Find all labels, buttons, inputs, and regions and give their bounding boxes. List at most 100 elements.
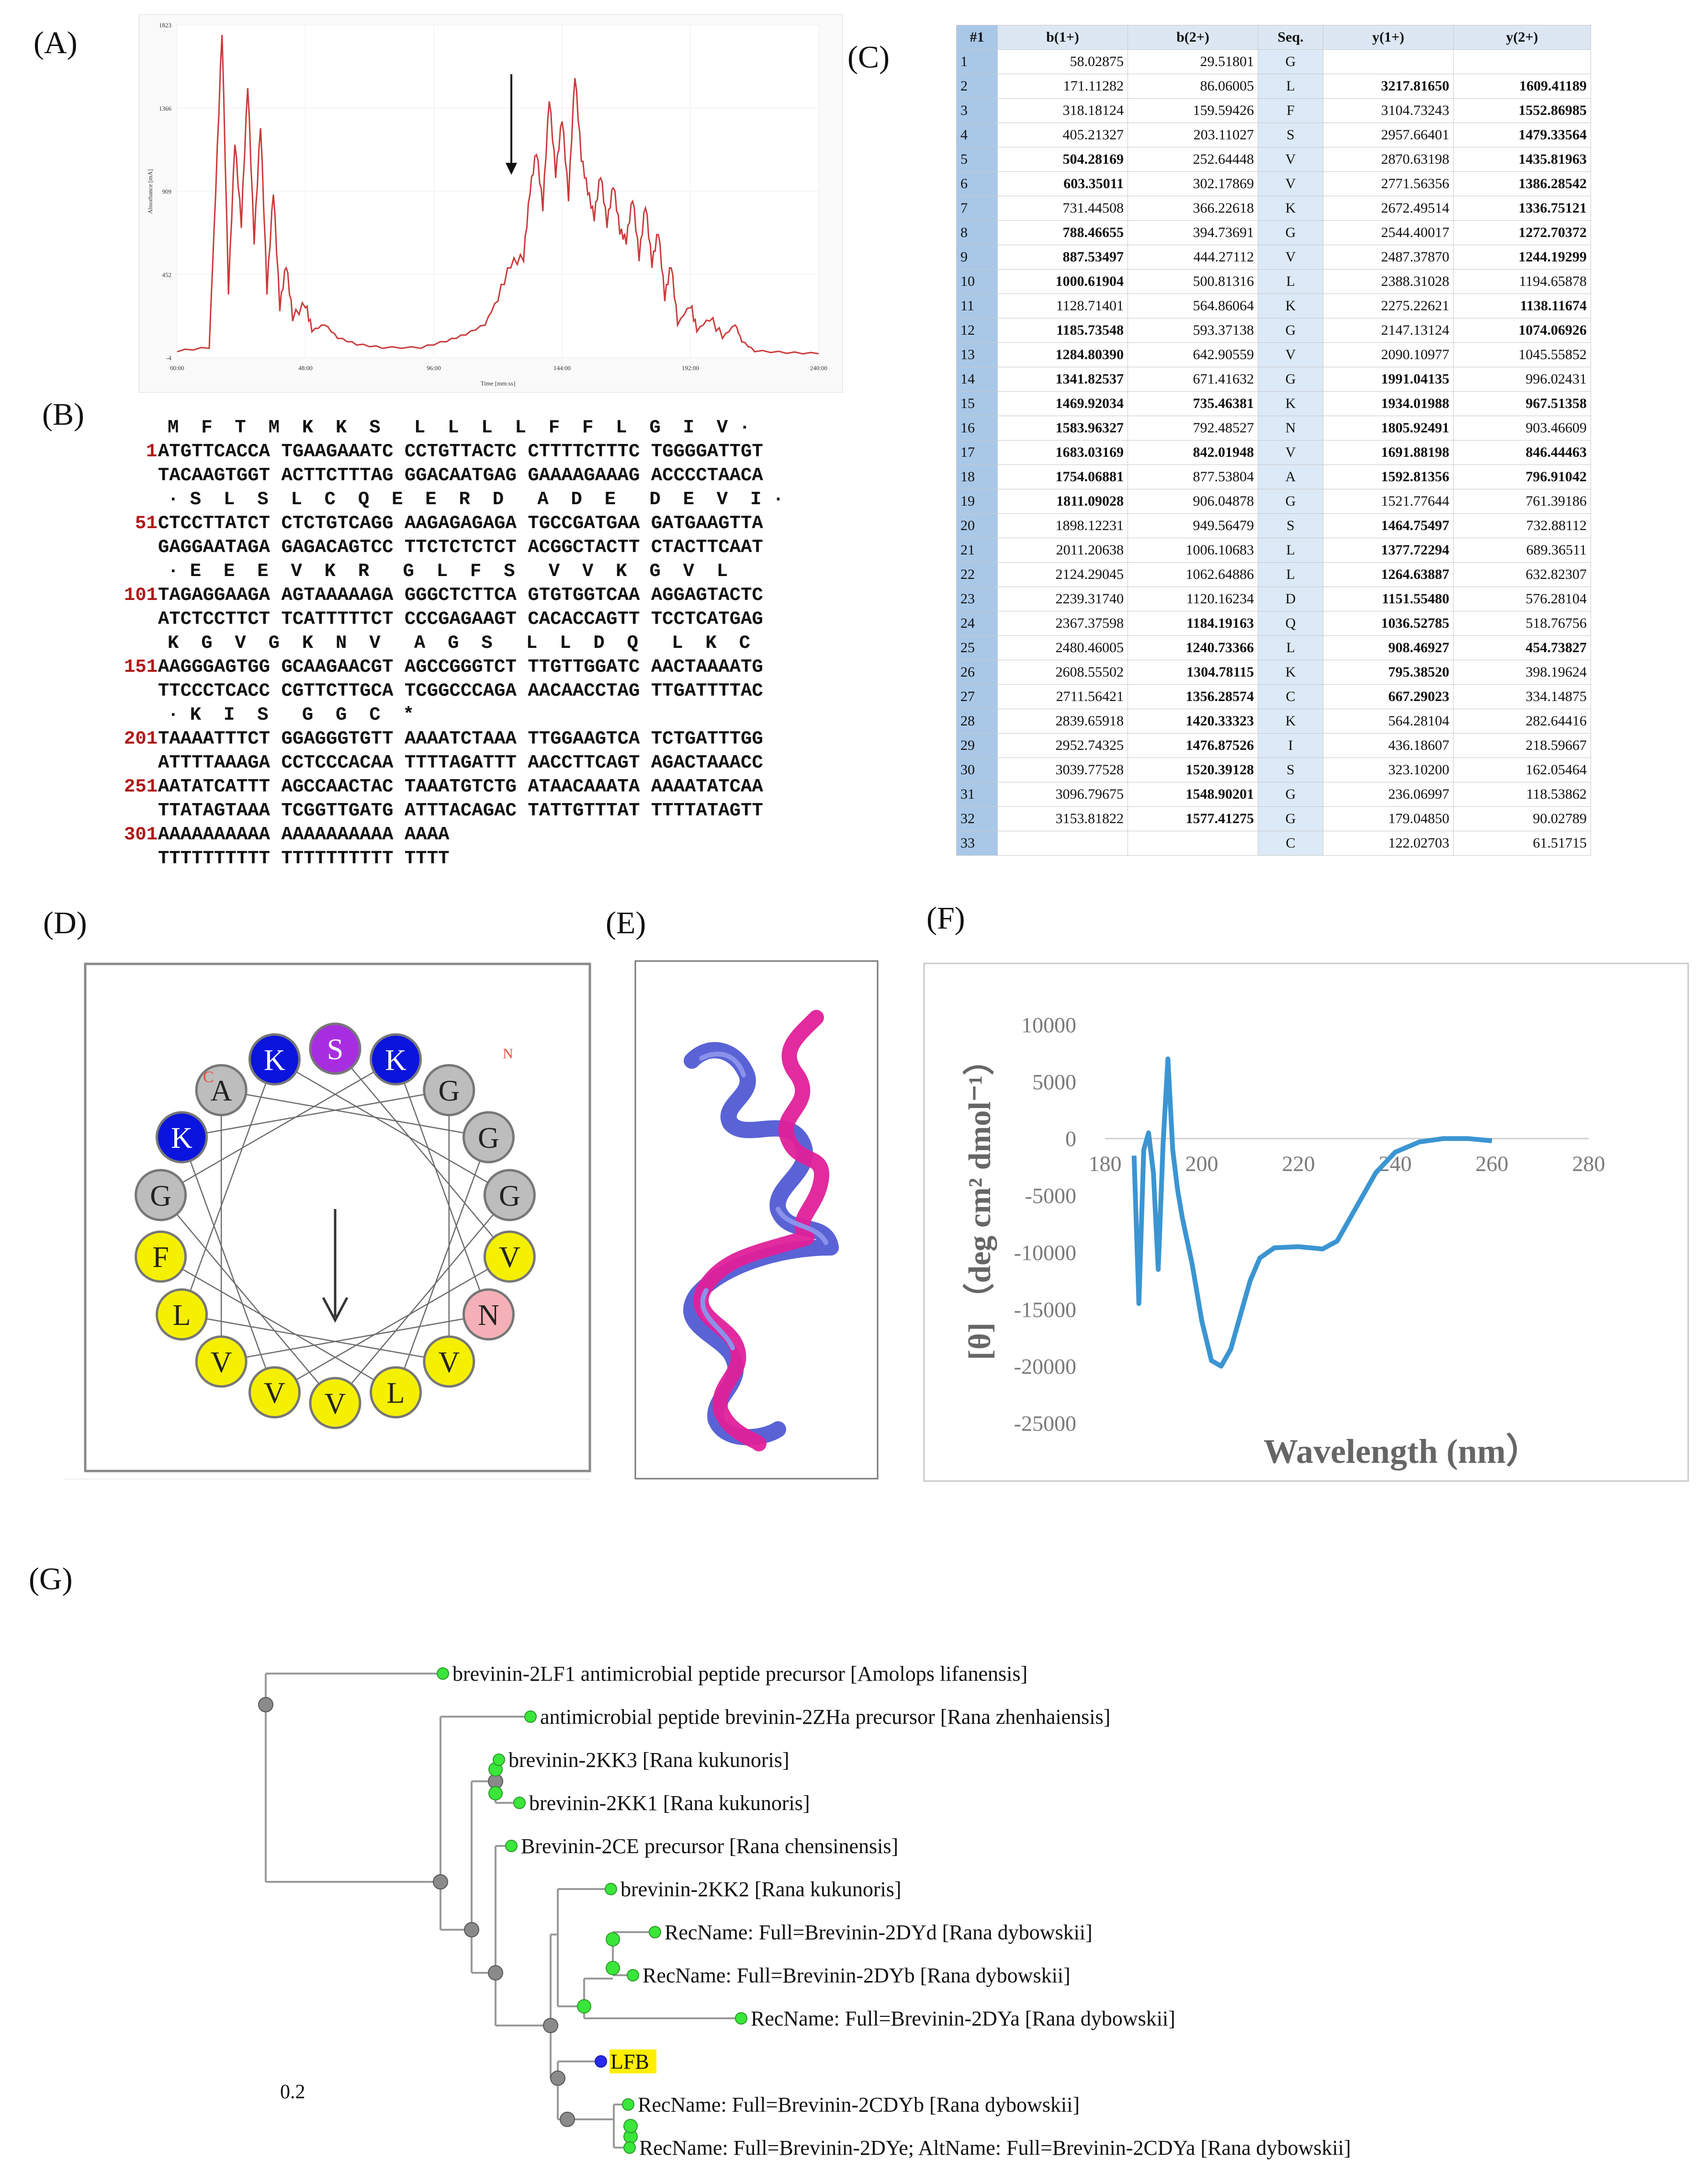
table-row: 26 2608.55502 1304.78115 K 795.38520 398.1962… bbox=[956, 660, 1591, 685]
helix-magenta bbox=[693, 1010, 830, 1451]
table-cell: 1244.19299 bbox=[1453, 245, 1591, 270]
table-cell: 632.82307 bbox=[1453, 562, 1591, 587]
table-cell: 731.44508 bbox=[997, 196, 1128, 221]
tree-leaf-label: RecName: Full=Brevinin-2DYd [Rana dybows… bbox=[665, 1921, 1093, 1944]
table-cell: 334.14875 bbox=[1453, 684, 1591, 709]
wheel-connector bbox=[274, 1059, 510, 1196]
wheel-residue-label: G bbox=[438, 1075, 460, 1108]
tree-support-node bbox=[606, 1961, 620, 1975]
table-cell: 1304.78115 bbox=[1128, 660, 1258, 685]
table-cell: L bbox=[1258, 635, 1323, 660]
wheel-residue-label: K bbox=[171, 1122, 192, 1154]
cd-spectrum-chart: 10000 5000 0 -5000 -10000 -15000 -20000 -25000 1… bbox=[923, 962, 1689, 1482]
table-cell: 967.51358 bbox=[1453, 391, 1591, 416]
query-highlight bbox=[609, 2049, 656, 2073]
dna-row: K G V G K N V A G S L L D Q L K C bbox=[158, 631, 784, 655]
tree-internal-node bbox=[488, 1965, 503, 1980]
table-cell: 1045.55852 bbox=[1453, 342, 1591, 367]
table-cell: 1583.96327 bbox=[997, 416, 1128, 441]
wheel-connector bbox=[181, 1059, 275, 1315]
nucleotide-row: TAAAATTTCT GGAGGGTGTT AAAATCTAAA TTGGAAG… bbox=[158, 728, 763, 749]
dna-row: ATTTTAAAGA CCTCCCACAA TTTTAGATTT AACCTTC… bbox=[158, 751, 784, 775]
cd-x-tick: 180 bbox=[1089, 1152, 1122, 1176]
table-cell: 15 bbox=[956, 391, 998, 416]
table-row: 16 1583.96327 792.48527 N 1805.92491 903.4660… bbox=[956, 416, 1591, 441]
table-cell: 576.28104 bbox=[1453, 587, 1591, 611]
table-cell: L bbox=[1258, 74, 1323, 99]
table-cell: 10 bbox=[956, 269, 998, 294]
panel-label-c: (C) bbox=[847, 40, 890, 75]
panel-label-a: (A) bbox=[34, 25, 78, 60]
table-cell: 302.17869 bbox=[1128, 171, 1258, 196]
hplc-y-tick: 1366 bbox=[159, 105, 172, 112]
hplc-x-tick: 96:00 bbox=[427, 364, 441, 372]
hplc-y-ticks: 1823 1366 909 452 -4 bbox=[159, 22, 172, 362]
wheel-residue-label: V bbox=[325, 1388, 346, 1420]
table-cell: 1991.04135 bbox=[1323, 367, 1454, 392]
cd-y-tick: 10000 bbox=[1021, 1013, 1076, 1037]
table-cell: 908.46927 bbox=[1323, 635, 1454, 660]
table-cell: 1377.72294 bbox=[1323, 538, 1454, 563]
table-cell: 1062.64886 bbox=[1128, 562, 1258, 587]
table-header-cell: y(2+) bbox=[1453, 25, 1591, 50]
table-cell: 667.29023 bbox=[1323, 684, 1454, 709]
hplc-y-tick: -4 bbox=[166, 354, 171, 362]
cd-y-tick: -25000 bbox=[1014, 1411, 1076, 1436]
table-cell: 2 bbox=[956, 74, 998, 99]
table-cell: 18 bbox=[956, 464, 998, 489]
tree-internal-node bbox=[543, 2018, 558, 2033]
tree-leaf-label: brevinin-2KK1 [Rana kukunoris] bbox=[529, 1791, 810, 1815]
table-cell: 118.53862 bbox=[1453, 782, 1591, 807]
table-cell: 19 bbox=[956, 489, 998, 514]
wheel-residue-label: K bbox=[264, 1044, 285, 1076]
table-cell: 5 bbox=[956, 147, 998, 172]
table-cell: 1000.61904 bbox=[997, 269, 1128, 294]
tree-leaf-node bbox=[505, 1840, 518, 1852]
table-header-cell: Seq. bbox=[1258, 25, 1323, 50]
table-cell: 1464.75497 bbox=[1323, 513, 1454, 538]
dna-row: · E E E V K R G L F S V V K G V L bbox=[158, 559, 784, 583]
table-row: 3 318.18124 159.59426 F 3104.73243 1552.86985 bbox=[956, 98, 1591, 123]
wheel-residue-circle bbox=[156, 1111, 208, 1164]
tree-leaf-node bbox=[623, 2141, 636, 2154]
table-row: 2 171.11282 86.06005 L 3217.81650 1609.41189 bbox=[956, 74, 1591, 99]
table-header-cell: b(1+) bbox=[997, 25, 1128, 50]
cd-x-tick: 200 bbox=[1185, 1152, 1219, 1176]
nucleotide-row: ATCTCCTTCT TCATTTTTCT CCCGAGAAGT CACACCA… bbox=[158, 609, 763, 630]
hplc-x-tick: 144:00 bbox=[553, 364, 571, 372]
table-cell: 2239.31740 bbox=[997, 587, 1128, 611]
table-cell: 761.39186 bbox=[1453, 489, 1591, 514]
table-cell: 2487.37870 bbox=[1323, 245, 1454, 270]
wheel-residue-label: G bbox=[499, 1180, 520, 1212]
table-cell: 846.44463 bbox=[1453, 440, 1591, 465]
table-cell: 735.46381 bbox=[1128, 391, 1258, 416]
table-row: 30 3039.77528 1520.39128 S 323.10200 162.0546… bbox=[956, 758, 1591, 782]
table-cell: 90.02789 bbox=[1453, 806, 1591, 831]
nucleotide-row: TTATAGTAAA TCGGTTGATG ATTTACAGAC TATTGTT… bbox=[158, 800, 763, 821]
table-row: 28 2839.65918 1420.33323 K 564.28104 282.6441… bbox=[956, 709, 1591, 734]
fragment-ion-table: #1 b(1+) b(2+) Seq. y(1+) y(2+) 1 58.02875 29.5… bbox=[956, 25, 1591, 856]
table-cell: 14 bbox=[956, 367, 998, 392]
wheel-residue-label: L bbox=[173, 1299, 191, 1332]
wheel-residue-circle bbox=[135, 1230, 187, 1283]
cd-y-tick: 0 bbox=[1065, 1127, 1076, 1151]
table-cell: 564.28104 bbox=[1323, 709, 1454, 734]
table-cell: 122.02703 bbox=[1323, 831, 1454, 856]
panel-label-g: (G) bbox=[29, 1562, 73, 1596]
table-cell: V bbox=[1258, 440, 1323, 465]
table-cell: 518.76756 bbox=[1453, 611, 1591, 636]
table-cell: K bbox=[1258, 660, 1323, 685]
table-cell: 906.04878 bbox=[1128, 489, 1258, 514]
tree-internal-node bbox=[560, 2112, 575, 2127]
panel-label-d: (D) bbox=[43, 905, 87, 940]
wheel-connector bbox=[395, 1059, 489, 1315]
tree-support-node bbox=[606, 1932, 620, 1946]
table-row: 22 2124.29045 1062.64886 L 1264.63887 632.823… bbox=[956, 562, 1591, 587]
table-cell: 1185.73548 bbox=[997, 318, 1128, 343]
table-cell: 1609.41189 bbox=[1453, 74, 1591, 99]
table-cell: 671.41632 bbox=[1128, 367, 1258, 392]
table-cell bbox=[1128, 831, 1258, 856]
table-cell: 1811.09028 bbox=[997, 489, 1128, 514]
table-cell: D bbox=[1258, 587, 1323, 611]
hplc-y-tick: 452 bbox=[162, 271, 172, 278]
